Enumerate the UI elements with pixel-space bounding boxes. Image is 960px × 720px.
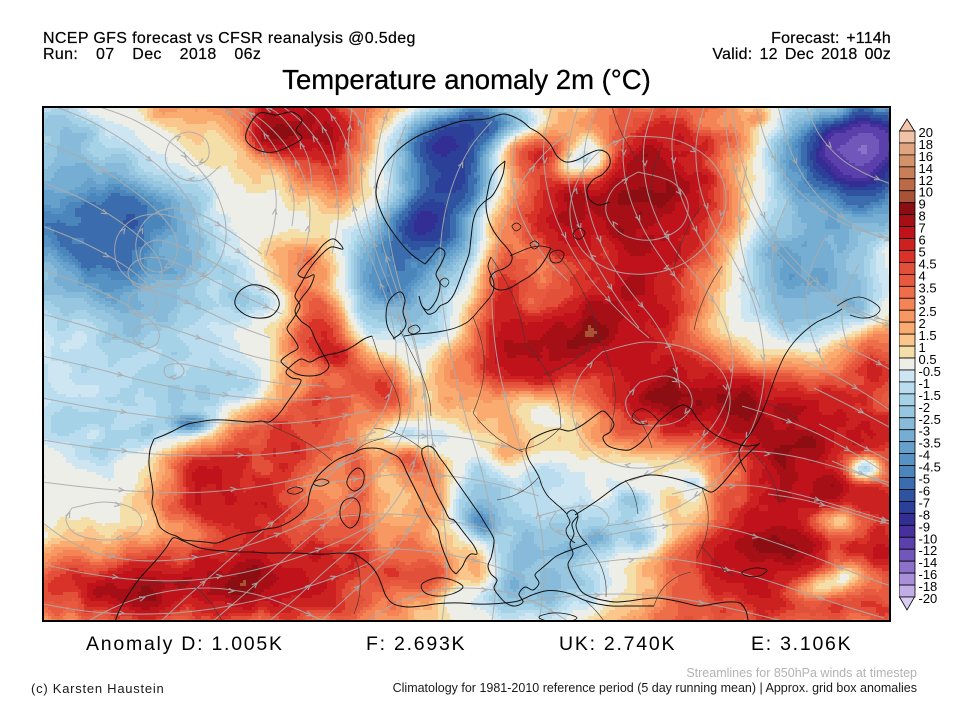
svg-text:9: 9	[919, 197, 926, 212]
svg-text:16: 16	[919, 149, 933, 164]
svg-text:-4.5: -4.5	[919, 460, 941, 475]
svg-text:-2.5: -2.5	[919, 412, 941, 427]
svg-text:18: 18	[919, 137, 933, 152]
svg-text:-20: -20	[919, 591, 938, 606]
svg-text:4: 4	[919, 268, 926, 283]
svg-text:12: 12	[919, 173, 933, 188]
svg-text:-18: -18	[919, 579, 938, 594]
svg-text:0.5: 0.5	[919, 352, 937, 367]
svg-text:-3: -3	[919, 424, 931, 439]
svg-text:-5: -5	[919, 472, 931, 487]
svg-text:-1: -1	[919, 376, 931, 391]
svg-text:-2: -2	[919, 400, 931, 415]
svg-text:-10: -10	[919, 531, 938, 546]
svg-text:3: 3	[919, 292, 926, 307]
svg-text:2: 2	[919, 316, 926, 331]
svg-text:1.5: 1.5	[919, 328, 937, 343]
svg-text:-6: -6	[919, 484, 931, 499]
svg-text:-1.5: -1.5	[919, 388, 941, 403]
svg-text:6: 6	[919, 233, 926, 248]
svg-text:2.5: 2.5	[919, 304, 937, 319]
svg-text:4.5: 4.5	[919, 256, 937, 271]
svg-text:8: 8	[919, 209, 926, 224]
svg-text:7: 7	[919, 221, 926, 236]
svg-text:-12: -12	[919, 543, 938, 558]
svg-text:3.5: 3.5	[919, 280, 937, 295]
svg-text:-7: -7	[919, 495, 931, 510]
svg-text:5: 5	[919, 245, 926, 260]
svg-text:10: 10	[919, 185, 933, 200]
svg-text:14: 14	[919, 161, 933, 176]
svg-text:-14: -14	[919, 555, 938, 570]
svg-text:-3.5: -3.5	[919, 436, 941, 451]
svg-text:-9: -9	[919, 519, 931, 534]
svg-text:20: 20	[919, 125, 933, 140]
svg-text:-4: -4	[919, 448, 931, 463]
svg-text:-16: -16	[919, 567, 938, 582]
svg-text:-0.5: -0.5	[919, 364, 941, 379]
svg-text:1: 1	[919, 340, 926, 355]
svg-text:-8: -8	[919, 507, 931, 522]
